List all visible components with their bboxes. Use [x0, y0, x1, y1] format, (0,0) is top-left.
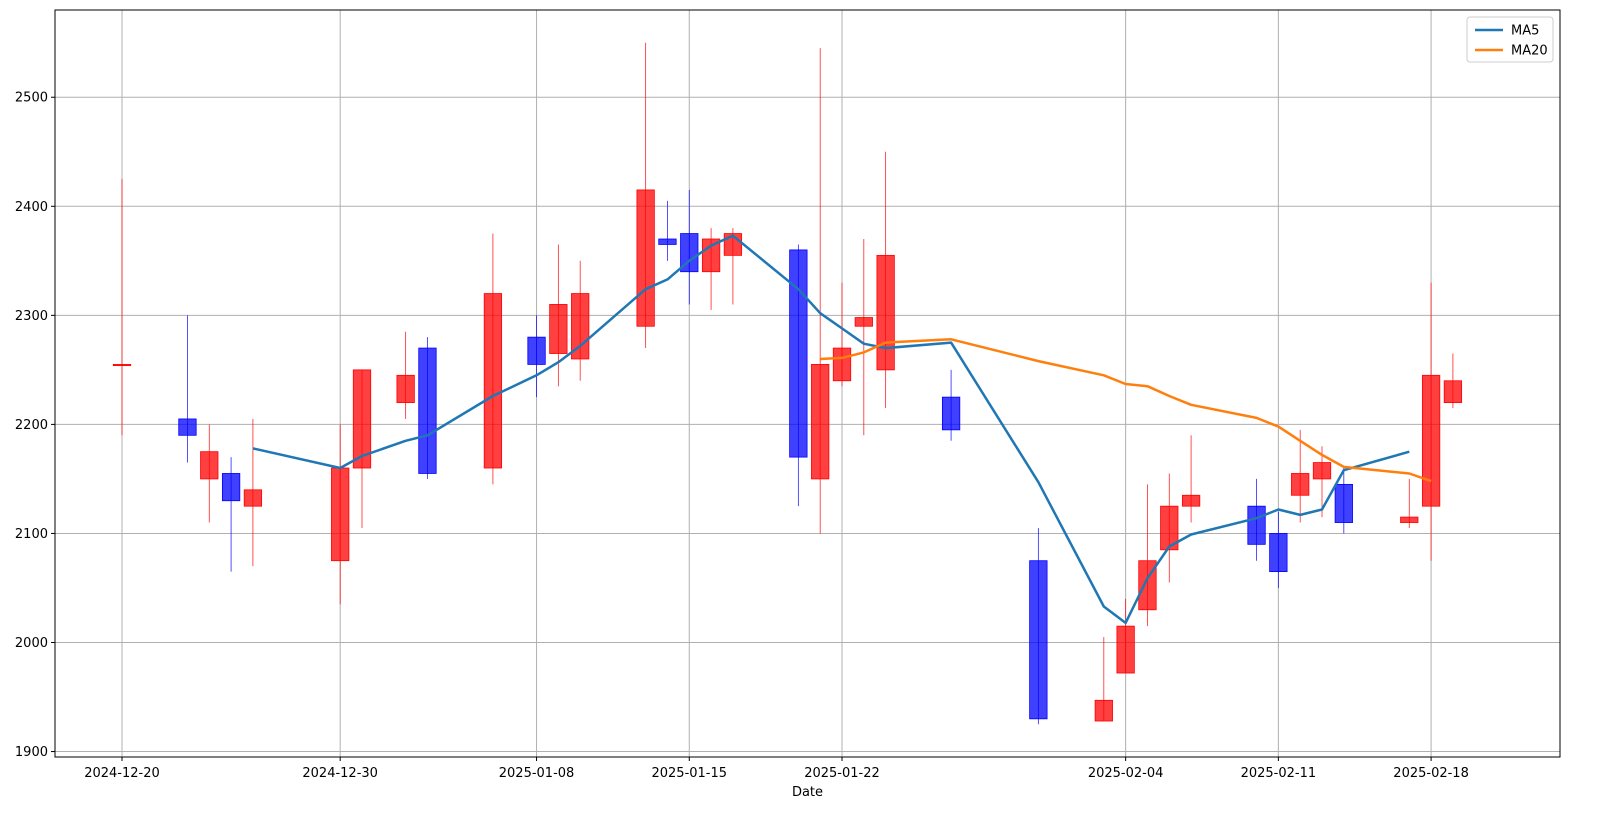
candle-body — [941, 396, 961, 431]
candle-body — [636, 189, 655, 327]
candle-body — [1291, 473, 1310, 496]
legend-label-ma5: MA5 — [1511, 24, 1539, 39]
legend-label-ma20: MA20 — [1511, 44, 1548, 59]
series-line-ma5 — [252, 234, 1410, 625]
candle-body — [221, 473, 241, 502]
candle-body — [418, 347, 437, 474]
x-tick-label: 2024-12-20 — [84, 766, 160, 781]
y-tick-label: 2100 — [15, 527, 48, 542]
x-tick-label: 2025-01-22 — [804, 766, 880, 781]
candle-body — [854, 317, 873, 327]
x-axis-label: Date — [792, 785, 823, 800]
y-tick-label: 1900 — [15, 745, 48, 760]
candle-body — [483, 293, 503, 469]
candle-body — [1181, 494, 1201, 507]
x-tick-label: 2025-02-04 — [1088, 766, 1164, 781]
y-tick-label: 2500 — [15, 91, 48, 106]
candle-body — [811, 364, 830, 480]
x-tick-label: 2024-12-30 — [302, 766, 378, 781]
x-tick-label: 2025-01-08 — [499, 766, 575, 781]
y-axis-ticks: 1900 2000 2100 2200 2300 2400 2500 — [15, 91, 55, 760]
candle-body — [396, 374, 415, 403]
candle-body — [200, 451, 219, 480]
candle-body — [352, 369, 372, 469]
candle-body — [1269, 533, 1288, 573]
y-tick-label: 2200 — [15, 418, 48, 433]
candle-body — [876, 254, 895, 371]
candle-body — [549, 304, 568, 354]
candle-body — [1247, 505, 1266, 545]
candle-body — [1312, 462, 1332, 480]
x-tick-label: 2025-02-11 — [1241, 766, 1317, 781]
moving-average-lines — [252, 234, 1432, 625]
candle-body — [1334, 483, 1353, 523]
candle-body — [1400, 516, 1419, 523]
legend: MA5 MA20 — [1466, 16, 1554, 63]
candle-body — [331, 467, 350, 562]
candle-body — [527, 336, 546, 365]
candle-body — [1160, 505, 1179, 551]
candle-body — [112, 364, 132, 367]
x-axis-ticks: 2024-12-20 2024-12-30 2025-01-08 2025-01-15… — [84, 757, 1469, 781]
plot-frame — [54, 9, 1561, 758]
candle-body — [1421, 374, 1441, 507]
y-tick-label: 2000 — [15, 636, 48, 651]
candle-body — [1116, 625, 1135, 674]
candle-body — [832, 347, 852, 382]
y-tick-label: 2400 — [15, 200, 48, 215]
y-tick-label: 2300 — [15, 309, 48, 324]
x-tick-label: 2025-01-15 — [651, 766, 727, 781]
candle-body — [178, 418, 197, 436]
candle-body — [1443, 380, 1463, 403]
series-line-ma20 — [820, 338, 1432, 483]
candle-body — [658, 238, 677, 245]
candle-body — [243, 489, 263, 507]
candle-body — [1029, 560, 1048, 720]
candle-body — [1094, 699, 1113, 722]
candle-body — [680, 233, 699, 273]
candle-body — [789, 249, 808, 458]
x-tick-label: 2025-02-18 — [1393, 766, 1469, 781]
